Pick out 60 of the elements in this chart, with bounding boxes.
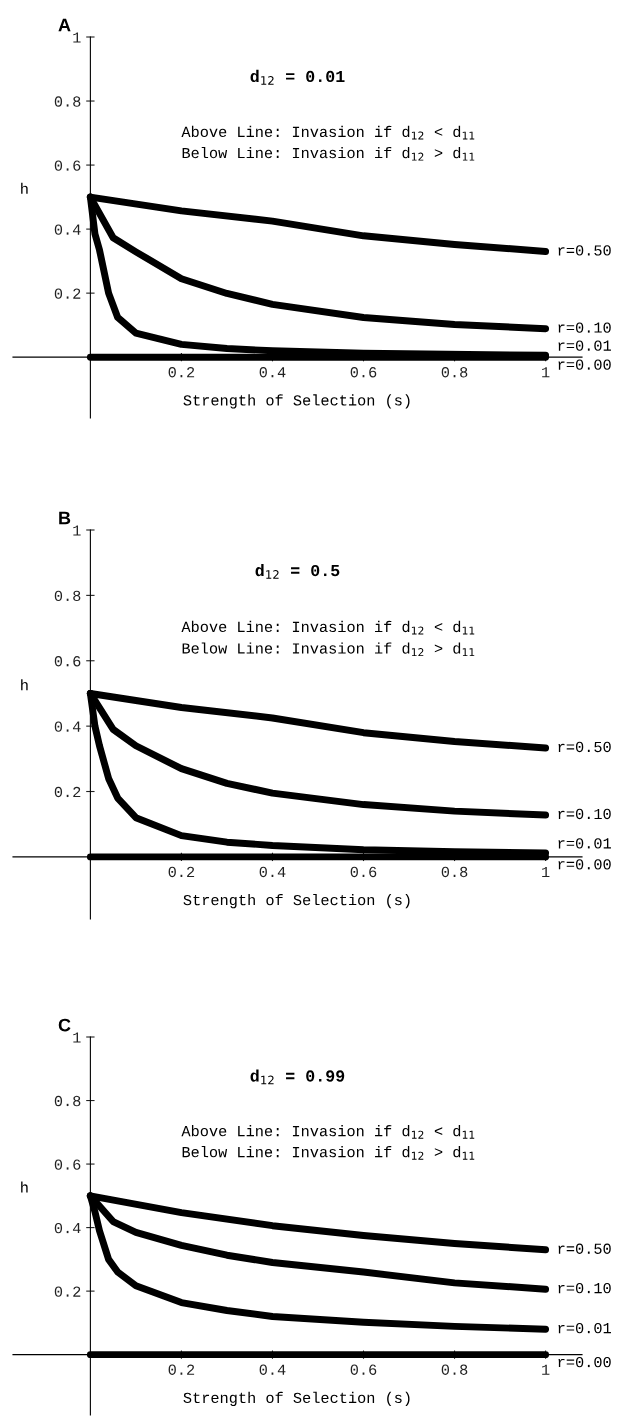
series-label: r=0.50 [558, 741, 611, 753]
annotation: Above Line: Invasion if d$_{12}$ < d$_{11}$ [181, 1125, 475, 1139]
series-label: r=0.00 [558, 1356, 611, 1368]
annotation: Below Line: Invasion if d$_{12}$ > d$_{11}$ [182, 642, 475, 657]
x-tick-label: 0.8 [441, 367, 468, 378]
x-tick-label: 0.8 [441, 1364, 468, 1375]
y-tick-label: 1 [73, 32, 81, 43]
text: C [58, 1018, 71, 1032]
series-label: r=0.00 [558, 859, 611, 870]
text: d$_{12}$ = 0.5 [255, 563, 340, 579]
x-axis-title: Strength of Selection (s) [183, 1391, 410, 1407]
y-tick-label: 0.2 [54, 288, 81, 299]
series-label: r=0.01 [558, 838, 611, 849]
annotation: Above Line: Invasion if d$_{12}$ < d$_{11}$ [181, 125, 475, 140]
x-axis-title: Strength of Selection (s) [183, 894, 410, 909]
y-tick-label: 0.4 [54, 1222, 81, 1234]
y-tick-label: 0.6 [54, 656, 81, 667]
series-label: r=0.10 [558, 322, 611, 333]
y-tick-label: 0.2 [54, 1286, 81, 1297]
text: d$_{12}$ = 0.01 [250, 69, 345, 85]
y-tick-label: 0.8 [54, 590, 81, 602]
x-tick-label: 0.2 [168, 866, 195, 878]
text: A [58, 18, 71, 32]
series-label: r=0.50 [558, 245, 611, 256]
x-tick-label: 0.4 [259, 367, 286, 378]
y-tick-label: 0.8 [54, 1095, 81, 1107]
series-label: r=0.50 [558, 1243, 611, 1254]
y-tick-label: 0.4 [54, 224, 81, 235]
annotation: Above Line: Invasion if d$_{12}$ < d$_{11}$ [181, 620, 475, 635]
x-tick-label: 0.4 [259, 1364, 286, 1375]
x-tick-label: 0.8 [441, 866, 468, 878]
x-tick-label: 0.2 [168, 1364, 195, 1375]
y-tick-label: 0.2 [54, 786, 81, 798]
y-tick-label: 1 [73, 1032, 81, 1043]
x-tick-label: 0.4 [259, 866, 286, 878]
x-tick-label: 0.6 [350, 367, 377, 378]
y-axis-title: h [21, 679, 28, 691]
annotation: Below Line: Invasion if d$_{12}$ > d$_{11}$ [182, 1146, 475, 1160]
y-tick-label: 0.6 [54, 1159, 81, 1170]
text: d$_{12}$ = 0.99 [250, 1069, 345, 1085]
x-tick-label: 1 [542, 866, 550, 877]
text: B [59, 511, 71, 525]
x-axis-title: Strength of Selection (s) [183, 394, 410, 409]
series-label: r=0.00 [558, 359, 611, 370]
y-tick-label: 0.4 [54, 721, 81, 732]
x-tick-label: 0.6 [350, 1364, 377, 1375]
series-label: r=0.10 [558, 1282, 611, 1294]
x-tick-label: 0.2 [168, 367, 195, 378]
series-label: r=0.01 [558, 1322, 611, 1334]
annotation: Below Line: Invasion if d$_{12}$ > d$_{11}$ [182, 146, 475, 161]
y-tick-label: 0.8 [54, 96, 81, 107]
y-tick-label: 0.6 [54, 160, 81, 171]
y-tick-label: 1 [73, 525, 81, 536]
y-axis-title: h [21, 1181, 28, 1193]
series-label: r=0.01 [558, 340, 611, 351]
y-axis-title: h [21, 182, 28, 194]
x-tick-label: 1 [542, 1364, 550, 1375]
x-tick-label: 1 [542, 367, 550, 378]
series-label: r=0.10 [558, 808, 611, 820]
x-tick-label: 0.6 [350, 866, 377, 878]
